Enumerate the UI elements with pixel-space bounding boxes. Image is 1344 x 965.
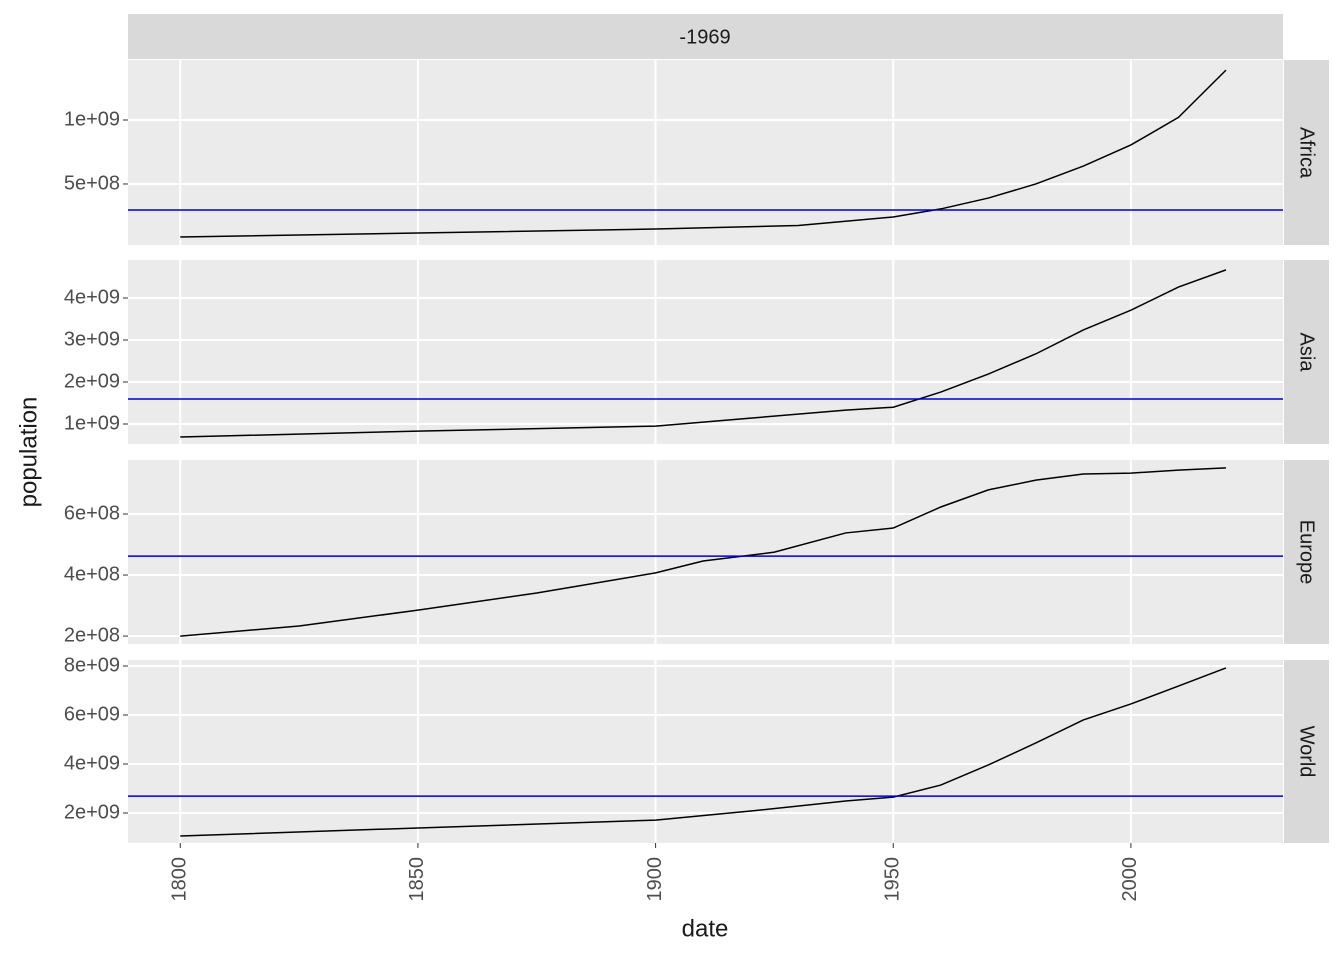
facet-strip <box>1284 60 1329 245</box>
strip-label: -1969 <box>679 26 730 48</box>
facet-label: Africa <box>1296 127 1318 179</box>
facet-label: Asia <box>1296 333 1318 373</box>
y-tick-label: 6e+09 <box>64 703 120 725</box>
y-tick-label: 4e+09 <box>64 752 120 774</box>
y-tick-label: 4e+08 <box>64 563 120 585</box>
y-axis-label: population <box>15 397 42 508</box>
data-line <box>180 667 1227 837</box>
y-tick-label: 1e+09 <box>64 108 120 130</box>
y-tick-label: 5e+08 <box>64 172 120 194</box>
facet-strip <box>1284 460 1329 644</box>
facet-strip <box>1284 660 1329 843</box>
panel-background <box>128 460 1283 644</box>
data-line <box>180 69 1227 238</box>
y-tick-label: 3e+09 <box>64 328 120 350</box>
x-tick-label: 2000 <box>1119 857 1141 902</box>
y-tick-label: 1e+09 <box>64 412 120 434</box>
data-line <box>180 269 1227 438</box>
facet-label: Europe <box>1296 520 1318 585</box>
x-tick-label: 1800 <box>169 857 191 902</box>
y-tick-label: 4e+09 <box>64 286 120 308</box>
panel-background <box>128 60 1283 245</box>
top-strip <box>128 14 1283 59</box>
y-tick-label: 2e+09 <box>64 370 120 392</box>
facet-label: World <box>1296 726 1318 778</box>
panel-background <box>128 260 1283 444</box>
y-tick-label: 8e+09 <box>64 654 120 676</box>
data-line <box>180 467 1226 637</box>
x-tick-label: 1950 <box>882 857 904 902</box>
x-tick-label: 1850 <box>406 857 428 902</box>
y-tick-label: 6e+08 <box>64 502 120 524</box>
y-tick-label: 2e+09 <box>64 801 120 823</box>
facet-strip <box>1284 260 1329 444</box>
x-tick-label: 1900 <box>644 857 666 902</box>
x-axis-label: date <box>682 915 729 942</box>
y-tick-label: 2e+08 <box>64 624 120 646</box>
